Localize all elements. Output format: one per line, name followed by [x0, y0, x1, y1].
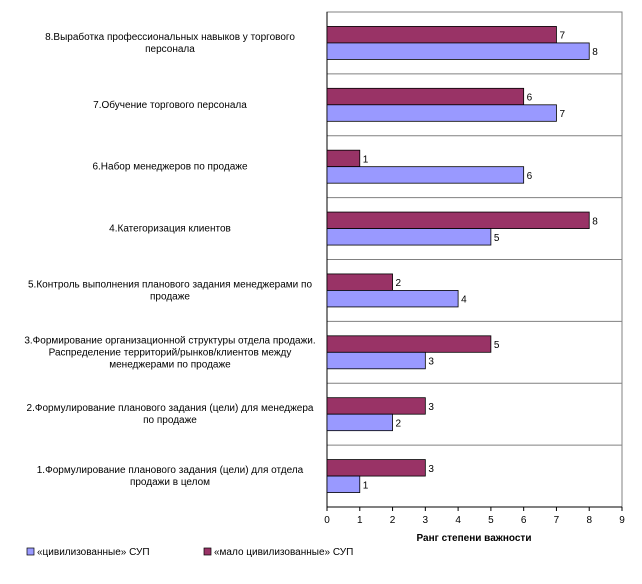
- data-label: 6: [527, 171, 533, 182]
- bar-civilized: [326, 228, 492, 246]
- bar-civilized: [326, 42, 590, 60]
- data-label: 1: [363, 480, 369, 491]
- x-tick-label: 7: [554, 515, 560, 526]
- category-label: 6.Набор менеджеров по продаже: [92, 161, 248, 173]
- bar-civilized: [326, 413, 393, 432]
- data-label: 3: [428, 357, 434, 368]
- category-label: 1.Формулирование планового задания (цели…: [37, 465, 304, 488]
- category-label: 3.Формирование организационной структуры…: [24, 335, 315, 370]
- bar-less-civilized: [326, 397, 426, 415]
- category-label: 5.Контроль выполнения планового задания …: [28, 279, 312, 302]
- bar-less-civilized: [326, 87, 525, 106]
- bars: 7 8 6 7 1 6 8 5 2 4 5 3 3 2 3 1: [326, 26, 598, 493]
- category-label: 7.Обучение торгового персонала: [93, 99, 247, 111]
- bar-less-civilized: [326, 335, 492, 353]
- legend: «цивилизованные» СУП «мало цивилизованны…: [26, 547, 353, 558]
- bar-less-civilized: [326, 273, 393, 291]
- data-label: 7: [559, 31, 565, 42]
- legend-label-less-civilized: «мало цивилизованные» СУП: [214, 547, 353, 558]
- category-label: 8.Выработка профессиональных навыков у т…: [45, 31, 295, 55]
- x-tick-label: 9: [619, 515, 625, 526]
- x-tick-label: 6: [521, 515, 527, 526]
- data-label: 5: [494, 340, 500, 351]
- bar-civilized: [326, 290, 459, 308]
- grid-lines: [326, 11, 623, 508]
- data-label: 8: [592, 216, 598, 227]
- category-labels: 8.Выработка профессиональных навыков у т…: [24, 31, 315, 488]
- x-axis-title: Ранг степени важности: [417, 533, 532, 544]
- bar-less-civilized: [326, 149, 361, 168]
- data-label: 1: [363, 154, 369, 165]
- bar-civilized: [326, 166, 525, 184]
- x-axis-ticks: 0 1 2 3 4 5 6 7 8 9: [324, 507, 625, 526]
- bar-less-civilized: [326, 211, 590, 229]
- data-label: 3: [428, 402, 434, 413]
- x-tick-label: 5: [488, 515, 494, 526]
- data-label: 4: [461, 295, 467, 306]
- data-label: 7: [559, 109, 565, 120]
- legend-label-civilized: «цивилизованные» СУП: [37, 547, 150, 558]
- bar-less-civilized: [326, 459, 426, 477]
- x-tick-label: 4: [455, 515, 461, 526]
- legend-swatch-civilized: [26, 547, 35, 556]
- legend-swatch-less-civilized: [203, 547, 212, 556]
- category-label: 4.Категоризация клиентов: [109, 224, 231, 235]
- category-label: 2.Формулирование планового задания (цели…: [27, 403, 314, 426]
- x-tick-label: 2: [390, 515, 396, 526]
- bar-less-civilized: [326, 26, 557, 44]
- bar-civilized: [326, 475, 361, 493]
- data-label: 6: [527, 93, 533, 104]
- data-label: 2: [396, 278, 402, 289]
- data-label: 5: [494, 233, 500, 244]
- x-tick-label: 8: [586, 515, 592, 526]
- bar-civilized: [326, 351, 426, 370]
- data-label: 8: [592, 47, 598, 58]
- bar-civilized: [326, 104, 557, 122]
- data-label: 2: [396, 418, 402, 429]
- x-tick-label: 1: [357, 515, 363, 526]
- x-tick-label: 0: [324, 515, 330, 526]
- data-label: 3: [428, 464, 434, 475]
- x-tick-label: 3: [423, 515, 429, 526]
